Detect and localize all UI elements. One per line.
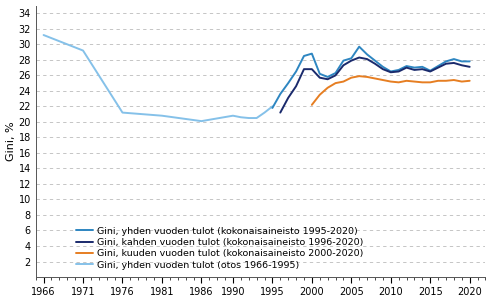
- Gini, kuuden vuoden tulot (kokonaisaineisto 2000-2020): [309, 103, 315, 107]
- Gini, yhden vuoden tulot (kokonaisaineisto 1995-2020): [364, 53, 370, 56]
- Gini, kahden vuoden tulot (kokonaisaineisto 1996-2020): [396, 70, 402, 73]
- Gini, yhden vuoden tulot (kokonaisaineisto 1995-2020): [285, 81, 291, 85]
- Gini, yhden vuoden tulot (kokonaisaineisto 1995-2020): [325, 75, 330, 79]
- Gini, yhden vuoden tulot (otos 1966-1995): [41, 33, 47, 37]
- Gini, kahden vuoden tulot (kokonaisaineisto 1996-2020): [451, 61, 457, 65]
- Gini, kahden vuoden tulot (kokonaisaineisto 1996-2020): [419, 67, 425, 71]
- Gini, kuuden vuoden tulot (kokonaisaineisto 2000-2020): [467, 79, 473, 83]
- Gini, yhden vuoden tulot (kokonaisaineisto 1995-2020): [396, 68, 402, 72]
- Gini, kuuden vuoden tulot (kokonaisaineisto 2000-2020): [388, 80, 394, 83]
- Line: Gini, yhden vuoden tulot (kokonaisaineisto 1995-2020): Gini, yhden vuoden tulot (kokonaisaineis…: [273, 47, 470, 108]
- Gini, kahden vuoden tulot (kokonaisaineisto 1996-2020): [309, 67, 315, 71]
- Gini, kuuden vuoden tulot (kokonaisaineisto 2000-2020): [380, 78, 386, 82]
- Gini, kahden vuoden tulot (kokonaisaineisto 1996-2020): [325, 78, 330, 81]
- Gini, kuuden vuoden tulot (kokonaisaineisto 2000-2020): [419, 81, 425, 84]
- Gini, kuuden vuoden tulot (kokonaisaineisto 2000-2020): [443, 79, 449, 83]
- Gini, yhden vuoden tulot (kokonaisaineisto 1995-2020): [451, 57, 457, 61]
- Gini, kahden vuoden tulot (kokonaisaineisto 1996-2020): [356, 56, 362, 59]
- Gini, yhden vuoden tulot (otos 1966-1995): [262, 111, 268, 115]
- Gini, yhden vuoden tulot (otos 1966-1995): [80, 49, 86, 52]
- Gini, kuuden vuoden tulot (kokonaisaineisto 2000-2020): [396, 81, 402, 84]
- Gini, kahden vuoden tulot (kokonaisaineisto 1996-2020): [467, 65, 473, 69]
- Gini, kuuden vuoden tulot (kokonaisaineisto 2000-2020): [340, 80, 346, 83]
- Gini, yhden vuoden tulot (kokonaisaineisto 1995-2020): [340, 59, 346, 62]
- Gini, yhden vuoden tulot (kokonaisaineisto 1995-2020): [388, 70, 394, 73]
- Gini, kuuden vuoden tulot (kokonaisaineisto 2000-2020): [411, 80, 417, 83]
- Gini, kahden vuoden tulot (kokonaisaineisto 1996-2020): [404, 66, 409, 69]
- Gini, yhden vuoden tulot (otos 1966-1995): [246, 116, 252, 120]
- Gini, kahden vuoden tulot (kokonaisaineisto 1996-2020): [380, 67, 386, 71]
- Gini, kuuden vuoden tulot (kokonaisaineisto 2000-2020): [451, 78, 457, 82]
- Gini, yhden vuoden tulot (kokonaisaineisto 1995-2020): [309, 52, 315, 55]
- Gini, yhden vuoden tulot (otos 1966-1995): [159, 114, 165, 118]
- Gini, kahden vuoden tulot (kokonaisaineisto 1996-2020): [372, 62, 378, 65]
- Gini, kuuden vuoden tulot (kokonaisaineisto 2000-2020): [459, 80, 464, 83]
- Gini, yhden vuoden tulot (kokonaisaineisto 1995-2020): [317, 72, 323, 76]
- Gini, yhden vuoden tulot (kokonaisaineisto 1995-2020): [332, 71, 338, 75]
- Legend: Gini, yhden vuoden tulot (kokonaisaineisto 1995-2020), Gini, kahden vuoden tulot: Gini, yhden vuoden tulot (kokonaisaineis…: [77, 227, 363, 270]
- Line: Gini, kahden vuoden tulot (kokonaisaineisto 1996-2020): Gini, kahden vuoden tulot (kokonaisainei…: [280, 58, 470, 113]
- Gini, yhden vuoden tulot (kokonaisaineisto 1995-2020): [380, 65, 386, 69]
- Gini, yhden vuoden tulot (kokonaisaineisto 1995-2020): [404, 64, 409, 68]
- Gini, yhden vuoden tulot (kokonaisaineisto 1995-2020): [293, 70, 299, 73]
- Gini, kahden vuoden tulot (kokonaisaineisto 1996-2020): [293, 85, 299, 88]
- Gini, yhden vuoden tulot (otos 1966-1995): [230, 114, 236, 118]
- Gini, yhden vuoden tulot (otos 1966-1995): [119, 111, 125, 115]
- Gini, kahden vuoden tulot (kokonaisaineisto 1996-2020): [435, 66, 441, 69]
- Gini, kuuden vuoden tulot (kokonaisaineisto 2000-2020): [348, 76, 354, 79]
- Gini, kuuden vuoden tulot (kokonaisaineisto 2000-2020): [435, 79, 441, 83]
- Gini, yhden vuoden tulot (kokonaisaineisto 1995-2020): [467, 60, 473, 63]
- Gini, kahden vuoden tulot (kokonaisaineisto 1996-2020): [277, 111, 283, 115]
- Gini, yhden vuoden tulot (kokonaisaineisto 1995-2020): [443, 60, 449, 63]
- Gini, kuuden vuoden tulot (kokonaisaineisto 2000-2020): [325, 86, 330, 90]
- Gini, kahden vuoden tulot (kokonaisaineisto 1996-2020): [340, 63, 346, 67]
- Line: Gini, kuuden vuoden tulot (kokonaisaineisto 2000-2020): Gini, kuuden vuoden tulot (kokonaisainei…: [312, 76, 470, 105]
- Gini, kahden vuoden tulot (kokonaisaineisto 1996-2020): [459, 63, 464, 67]
- Gini, kahden vuoden tulot (kokonaisaineisto 1996-2020): [411, 68, 417, 72]
- Gini, kahden vuoden tulot (kokonaisaineisto 1996-2020): [388, 70, 394, 74]
- Gini, kuuden vuoden tulot (kokonaisaineisto 2000-2020): [404, 79, 409, 83]
- Gini, kahden vuoden tulot (kokonaisaineisto 1996-2020): [364, 57, 370, 61]
- Y-axis label: Gini, %: Gini, %: [5, 122, 16, 161]
- Gini, kahden vuoden tulot (kokonaisaineisto 1996-2020): [443, 62, 449, 65]
- Gini, yhden vuoden tulot (kokonaisaineisto 1995-2020): [435, 64, 441, 68]
- Gini, kahden vuoden tulot (kokonaisaineisto 1996-2020): [285, 96, 291, 100]
- Gini, yhden vuoden tulot (kokonaisaineisto 1995-2020): [411, 66, 417, 69]
- Gini, yhden vuoden tulot (otos 1966-1995): [238, 115, 244, 119]
- Gini, kahden vuoden tulot (kokonaisaineisto 1996-2020): [348, 59, 354, 62]
- Gini, yhden vuoden tulot (kokonaisaineisto 1995-2020): [270, 106, 275, 110]
- Gini, yhden vuoden tulot (otos 1966-1995): [198, 119, 204, 123]
- Gini, kuuden vuoden tulot (kokonaisaineisto 2000-2020): [364, 75, 370, 79]
- Gini, yhden vuoden tulot (kokonaisaineisto 1995-2020): [459, 60, 464, 63]
- Gini, kahden vuoden tulot (kokonaisaineisto 1996-2020): [427, 70, 433, 73]
- Gini, yhden vuoden tulot (kokonaisaineisto 1995-2020): [427, 69, 433, 72]
- Gini, kahden vuoden tulot (kokonaisaineisto 1996-2020): [301, 67, 307, 71]
- Gini, yhden vuoden tulot (kokonaisaineisto 1995-2020): [356, 45, 362, 48]
- Gini, yhden vuoden tulot (kokonaisaineisto 1995-2020): [348, 56, 354, 60]
- Gini, yhden vuoden tulot (kokonaisaineisto 1995-2020): [419, 65, 425, 69]
- Gini, kuuden vuoden tulot (kokonaisaineisto 2000-2020): [332, 81, 338, 85]
- Gini, yhden vuoden tulot (kokonaisaineisto 1995-2020): [277, 92, 283, 96]
- Gini, yhden vuoden tulot (kokonaisaineisto 1995-2020): [372, 59, 378, 62]
- Gini, kahden vuoden tulot (kokonaisaineisto 1996-2020): [332, 74, 338, 77]
- Gini, kahden vuoden tulot (kokonaisaineisto 1996-2020): [317, 76, 323, 79]
- Gini, yhden vuoden tulot (kokonaisaineisto 1995-2020): [301, 54, 307, 58]
- Gini, kuuden vuoden tulot (kokonaisaineisto 2000-2020): [356, 74, 362, 78]
- Gini, kuuden vuoden tulot (kokonaisaineisto 2000-2020): [372, 77, 378, 80]
- Gini, kuuden vuoden tulot (kokonaisaineisto 2000-2020): [427, 81, 433, 84]
- Gini, yhden vuoden tulot (otos 1966-1995): [270, 105, 275, 108]
- Line: Gini, yhden vuoden tulot (otos 1966-1995): Gini, yhden vuoden tulot (otos 1966-1995…: [44, 35, 273, 121]
- Gini, yhden vuoden tulot (otos 1966-1995): [254, 116, 260, 120]
- Gini, kuuden vuoden tulot (kokonaisaineisto 2000-2020): [317, 93, 323, 97]
